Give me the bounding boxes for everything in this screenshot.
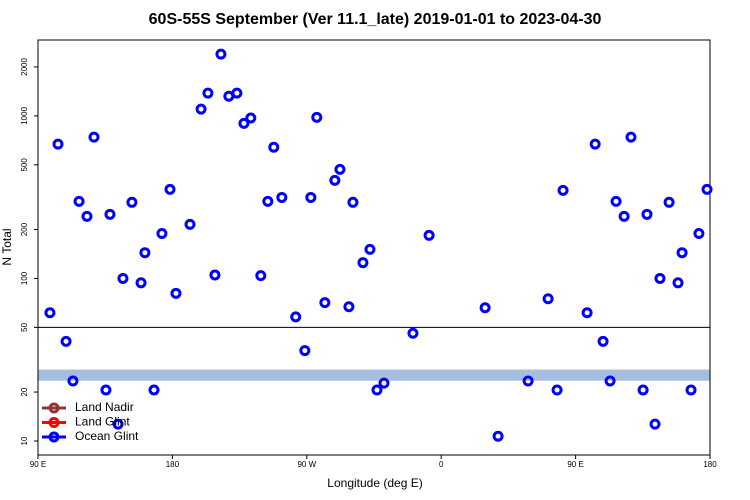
legend-marker [48,417,60,428]
y-tick-label: 100 [20,271,29,285]
data-point [112,418,124,430]
data-point [262,195,274,207]
data-point [589,138,601,150]
data-point [522,375,534,387]
x-tick-label: 90 E [567,460,583,469]
data-point [135,277,147,289]
data-point [676,247,688,259]
data-point [343,301,355,313]
data-point [73,195,85,207]
data-point [701,183,713,195]
data-point [347,196,359,208]
data-point [290,311,302,323]
data-point [311,111,323,123]
data-point [255,270,267,282]
data-point [126,196,138,208]
plot-frame [37,39,711,456]
data-point [52,138,64,150]
data-point [625,131,637,143]
legend-label: Land Nadir [75,400,134,414]
data-point [245,112,257,124]
y-tick-label: 50 [20,322,29,331]
data-point [329,174,341,186]
data-point [542,293,554,305]
chart-title: 60S-55S September (Ver 11.1_late) 2019-0… [149,11,602,28]
data-point [357,257,369,269]
data-point [637,384,649,396]
legend-marker [48,402,60,414]
data-point [371,384,383,396]
y-tick-label: 2000 [20,58,29,76]
data-point [60,335,72,347]
data-point [276,191,288,203]
y-tick-label: 20 [20,387,29,396]
data-point [581,307,593,319]
data-point [672,277,684,289]
data-point [148,384,160,396]
data-point [551,384,563,396]
data-point [663,196,675,208]
data-point [649,418,661,430]
band [38,369,710,381]
data-point [334,163,346,175]
x-tick-label: 0 [439,460,444,469]
data-point [654,272,666,284]
data-point [693,228,705,240]
data-point [202,87,214,99]
x-tick-label: 90 E [30,460,46,469]
data-point [641,208,653,220]
legend-marker [48,431,60,443]
data-point [44,307,56,319]
x-tick-label: 180 [166,460,180,469]
data-point [104,208,116,220]
legend-label: Land Glint [75,415,130,429]
x-tick-label: 180 [703,460,717,469]
data-point [170,287,182,299]
data-point [268,141,280,153]
data-point [209,269,221,281]
data-point [378,377,390,389]
legend-label: Ocean Glint [75,429,139,443]
data-point [195,103,207,115]
y-tick-label: 10 [20,436,29,445]
x-axis-label: Longitude (deg E) [327,476,422,490]
data-point [604,375,616,387]
data-point [215,48,227,60]
data-point [423,229,435,241]
data-point [231,87,243,99]
data-point [164,183,176,195]
y-axis-label: N Total [0,228,14,265]
y-tick-label: 500 [20,158,29,172]
data-point [184,218,196,230]
data-point [407,327,419,339]
data-point [67,375,79,387]
x-tick-label: 90 W [297,460,316,469]
data-point [100,384,112,396]
data-point [88,131,100,143]
data-point [81,210,93,222]
data-point [685,384,697,396]
data-point [238,117,250,129]
data-point [479,302,491,314]
data-point [299,345,311,357]
data-point [319,297,331,309]
data-point [492,430,504,442]
data-point [139,247,151,259]
data-point [597,335,609,347]
data-point [557,184,569,196]
data-point [156,228,168,240]
data-point [117,272,129,284]
y-tick-label: 1000 [20,106,29,124]
data-point [610,195,622,207]
data-point [618,210,630,222]
data-point [364,243,376,255]
data-point [305,191,317,203]
y-tick-label: 200 [20,222,29,236]
